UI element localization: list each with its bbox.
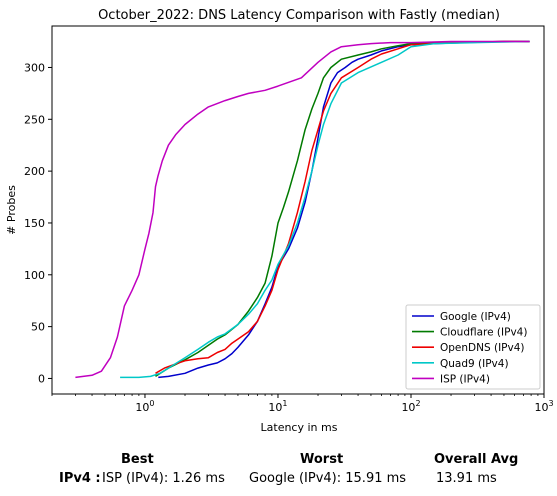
y-axis-label: # Probes: [5, 185, 18, 235]
series-line-3: [155, 40, 530, 374]
summary-header-best: Best: [121, 452, 154, 467]
y-tick-label: 250: [24, 113, 45, 126]
series-line-1: [158, 40, 530, 379]
x-axis-label: Latency in ms: [261, 421, 338, 434]
legend-label-1: Google (IPv4): [440, 311, 511, 323]
plot-frame: [51, 25, 545, 395]
x-tick-label: 101: [268, 399, 287, 414]
legend-box: [405, 304, 541, 390]
chart: October_2022: DNS Latency Comparison wit…: [5, 8, 554, 434]
y-tick-label: 200: [24, 165, 45, 178]
y-tick-label: 0: [38, 372, 45, 385]
y-tick-label: 300: [24, 61, 45, 74]
chart-title: October_2022: DNS Latency Comparison wit…: [98, 8, 500, 23]
series-line-2: [155, 40, 530, 378]
plot-area: [75, 40, 530, 379]
legend-label-5: ISP (IPv4): [440, 373, 490, 385]
summary-overall-value: 13.91 ms: [436, 471, 497, 486]
summary-header-overall: Overall Avg: [434, 452, 519, 467]
y-tick-label: 50: [31, 321, 45, 334]
summary-header-worst: Worst: [300, 452, 344, 467]
axes: 0 50 100 150 200 250 300 100 101 102 103: [24, 61, 554, 414]
x-tick-label: 103: [534, 399, 553, 414]
y-tick-label: 100: [24, 269, 45, 282]
summary-worst-value: Google (IPv4): 15.91 ms: [249, 471, 407, 486]
y-tick-label: 150: [24, 217, 45, 230]
legend-label-4: Quad9 (IPv4): [440, 358, 509, 370]
legend: Google (IPv4) Cloudflare (IPv4) OpenDNS (I…: [405, 304, 541, 390]
series-line-5: [75, 40, 530, 379]
summary-best-value: ISP (IPv4): 1.26 ms: [102, 471, 225, 486]
summary-table: Best Worst Overall Avg IPv4 : ISP (IPv4)…: [0, 444, 557, 496]
x-tick-label: 100: [135, 399, 154, 414]
legend-label-2: Cloudflare (IPv4): [440, 327, 527, 339]
summary-row-label: IPv4 :: [59, 471, 101, 486]
series-line-4: [120, 40, 530, 379]
x-tick-label: 102: [401, 399, 420, 414]
legend-label-3: OpenDNS (IPv4): [440, 342, 525, 354]
